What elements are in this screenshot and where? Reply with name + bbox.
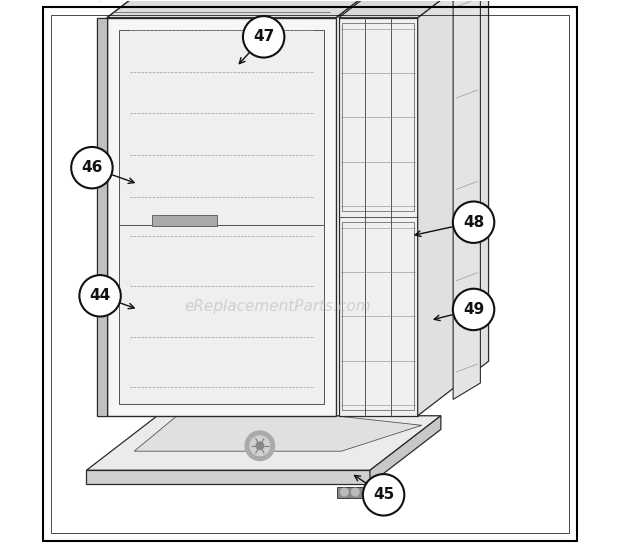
Circle shape [340,488,348,496]
Polygon shape [97,18,107,416]
Polygon shape [152,215,217,226]
Circle shape [453,202,494,243]
Polygon shape [119,30,324,404]
Polygon shape [370,416,441,484]
Polygon shape [453,0,480,399]
Polygon shape [86,470,370,484]
Circle shape [71,147,113,189]
Text: 47: 47 [253,30,274,44]
Polygon shape [134,401,422,451]
Circle shape [250,436,270,455]
Polygon shape [107,0,392,18]
Polygon shape [418,0,489,416]
Circle shape [352,488,359,496]
Polygon shape [337,487,365,498]
Polygon shape [339,0,489,18]
Text: 49: 49 [463,302,484,317]
Text: 45: 45 [373,487,394,503]
Circle shape [363,474,404,516]
Polygon shape [97,18,107,416]
Polygon shape [339,18,418,416]
Text: 48: 48 [463,215,484,230]
Polygon shape [107,0,442,18]
Circle shape [245,431,275,460]
Polygon shape [107,18,336,416]
Circle shape [453,289,494,330]
Circle shape [79,275,121,317]
Circle shape [243,16,285,58]
Text: eReplacementParts.com: eReplacementParts.com [184,299,371,314]
Polygon shape [86,416,441,470]
Text: 44: 44 [89,288,111,303]
Circle shape [256,442,264,449]
Text: 46: 46 [81,160,102,175]
